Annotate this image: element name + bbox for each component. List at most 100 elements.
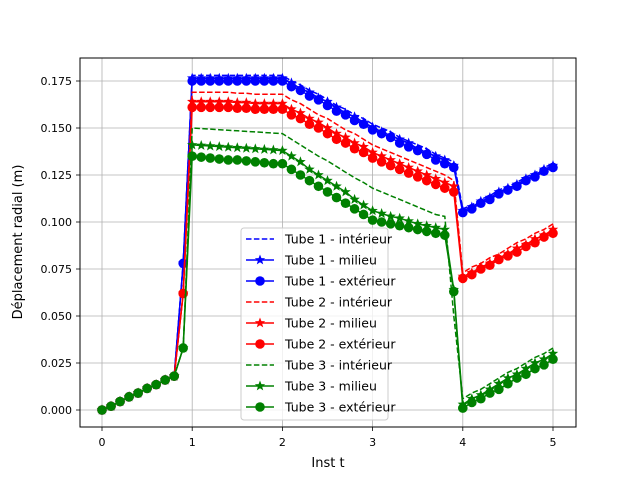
data-point (512, 373, 522, 383)
data-point (232, 76, 243, 86)
data-point (241, 97, 252, 108)
data-point (196, 96, 207, 107)
data-point (313, 116, 324, 127)
data-point (304, 113, 315, 123)
data-point (376, 208, 387, 218)
data-point (548, 354, 558, 365)
data-point (385, 132, 396, 143)
data-point (286, 81, 297, 92)
data-point (439, 177, 450, 187)
data-point (277, 98, 288, 108)
data-point (521, 369, 531, 380)
legend-marker (254, 380, 266, 391)
data-point (349, 143, 360, 154)
data-point (349, 115, 360, 126)
legend-label: Tube 2 - milieu (284, 316, 377, 331)
data-point (178, 343, 188, 353)
data-point (485, 388, 495, 398)
data-point (539, 232, 549, 242)
data-point (349, 193, 360, 204)
x-axis-label: Inst t (311, 456, 344, 471)
y-tick-label: 0.050 (41, 310, 73, 323)
data-point (277, 76, 288, 86)
data-point (313, 181, 324, 192)
y-tick-label: 0.000 (41, 404, 73, 417)
data-point (358, 199, 369, 210)
data-point (331, 180, 342, 191)
data-point (421, 175, 432, 186)
data-point (133, 388, 143, 398)
data-point (187, 96, 198, 107)
data-point (196, 152, 207, 162)
data-point (458, 403, 468, 413)
data-point (313, 169, 324, 180)
data-point (322, 128, 333, 139)
data-point (196, 102, 207, 113)
data-point (503, 251, 513, 261)
data-point (539, 360, 549, 370)
data-point (376, 157, 387, 167)
ticks: 0 1 2 3 4 5 0.000 0.025 0.050 0.075 0.100 0.125 0.15… (41, 75, 557, 449)
data-point (340, 131, 351, 142)
data-point (421, 149, 432, 160)
data-point (169, 371, 179, 381)
legend-item: Tube 3 - intérieur (246, 358, 393, 373)
data-point (430, 179, 441, 190)
data-point (512, 181, 522, 192)
data-point (412, 218, 423, 229)
data-point (448, 162, 459, 173)
data-point (268, 158, 279, 169)
data-point (232, 142, 243, 153)
data-point (349, 137, 360, 148)
legend-item: Tube 2 - intérieur (246, 295, 393, 310)
data-point (97, 405, 107, 415)
data-point (241, 103, 252, 114)
y-tick-label: 0.175 (41, 75, 73, 88)
y-tick-label: 0.125 (41, 169, 73, 182)
data-point (548, 228, 558, 239)
data-point (439, 230, 450, 240)
data-point (340, 110, 351, 120)
data-point (322, 175, 333, 186)
data-point (403, 168, 414, 178)
data-point (205, 140, 216, 151)
data-point (530, 363, 540, 374)
data-point (322, 100, 333, 111)
data-point (367, 146, 378, 157)
legend-item: Tube 3 - milieu (246, 379, 377, 394)
data-point (295, 85, 306, 96)
data-point (205, 102, 216, 113)
data-point (394, 158, 405, 169)
data-point (331, 192, 342, 203)
data-point (394, 212, 405, 223)
data-point (223, 102, 234, 113)
y-axis-label: Déplacement radial (m) (11, 165, 26, 320)
data-point (476, 393, 486, 404)
data-point (214, 141, 225, 152)
series-group (96, 72, 559, 415)
data-point (322, 122, 333, 133)
data-point (187, 102, 197, 113)
data-point (187, 139, 198, 150)
data-point (547, 348, 559, 358)
data-point (115, 396, 125, 407)
data-point (439, 158, 450, 169)
data-point (340, 198, 351, 208)
data-point (358, 209, 369, 220)
legend-label: Tube 1 - intérieur (284, 232, 393, 247)
legend-item: Tube 3 - extérieur (246, 400, 396, 415)
data-point (313, 95, 324, 105)
data-point (232, 97, 243, 108)
data-point (367, 153, 378, 163)
data-point (430, 222, 441, 233)
data-point (439, 183, 450, 193)
data-point (367, 125, 378, 135)
data-point (521, 175, 531, 186)
x-tick-label: 1 (189, 436, 196, 449)
data-point (196, 76, 207, 86)
y-tick-label: 0.075 (41, 263, 73, 276)
data-point (250, 104, 261, 114)
y-tick-label: 0.100 (41, 216, 73, 229)
data-point (494, 189, 504, 199)
